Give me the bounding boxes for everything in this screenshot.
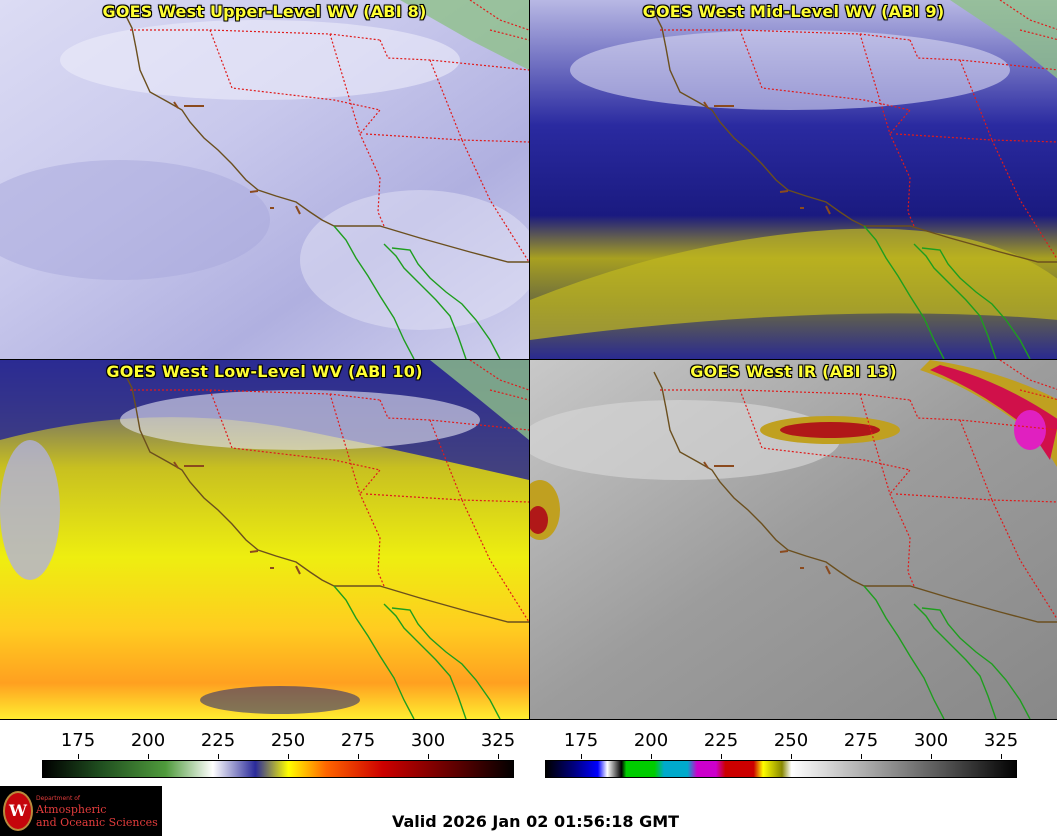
ir-tick-mark: [861, 754, 862, 759]
wv-tick-label: 300: [410, 730, 446, 751]
low-level-wv-image: [0, 360, 529, 719]
logo-department: Department of: [36, 795, 80, 802]
panel-title: GOES West Upper-Level WV (ABI 8): [102, 2, 427, 21]
ir-tick-mark: [1001, 754, 1002, 759]
logo-line2: and Oceanic Sciences: [36, 816, 158, 829]
ir-tick-label: 250: [773, 730, 809, 751]
panel-upper-level-wv: GOES West Upper-Level WV (ABI 8): [0, 0, 529, 359]
ir-tick-mark: [651, 754, 652, 759]
wv-tick-mark: [498, 754, 499, 759]
panel-divider-horizontal: [0, 359, 1057, 360]
panel-title: GOES West IR (ABI 13): [690, 362, 897, 381]
wv-tick-label: 225: [200, 730, 236, 751]
ir-tick-label: 275: [843, 730, 879, 751]
wv-tick-mark: [428, 754, 429, 759]
wv-tick-mark: [78, 754, 79, 759]
wv-tick-label: 275: [340, 730, 376, 751]
valid-time: Valid 2026 Jan 02 01:56:18 GMT: [392, 812, 680, 831]
wv-tick-label: 325: [480, 730, 516, 751]
uw-seal-icon: W: [3, 791, 33, 831]
panel-low-level-wv: GOES West Low-Level WV (ABI 10): [0, 360, 529, 719]
mid-level-wv-image: [530, 0, 1057, 359]
ir-tick-label: 175: [563, 730, 599, 751]
panel-mid-level-wv: GOES West Mid-Level WV (ABI 9): [530, 0, 1057, 359]
ir-tick-mark: [931, 754, 932, 759]
ir-tick-mark: [791, 754, 792, 759]
wv-tick-label: 200: [130, 730, 166, 751]
wv-tick-mark: [218, 754, 219, 759]
ir-tick-label: 225: [703, 730, 739, 751]
panel-title: GOES West Mid-Level WV (ABI 9): [642, 2, 945, 21]
panel-divider-bottom: [0, 719, 1057, 720]
wv-colorbar: 175 200 225 250 275 300 325: [0, 720, 529, 780]
aos-logo: W Department of Atmospheric and Oceanic …: [0, 786, 162, 836]
wv-tick-mark: [288, 754, 289, 759]
ir-tick-mark: [721, 754, 722, 759]
ir-tick-label: 325: [983, 730, 1019, 751]
wv-tick-label: 250: [270, 730, 306, 751]
panel-ir: GOES West IR (ABI 13): [530, 360, 1057, 719]
panel-title: GOES West Low-Level WV (ABI 10): [106, 362, 423, 381]
wv-colorbar-gradient: [42, 760, 514, 778]
upper-level-wv-image: [0, 0, 529, 359]
ir-colorbar: 175 200 225 250 275 300 325: [0, 720, 1057, 780]
logo-line1: Atmospheric: [36, 803, 107, 816]
wv-tick-label: 175: [60, 730, 96, 751]
ir-tick-label: 200: [633, 730, 669, 751]
ir-colorbar-gradient: [545, 760, 1017, 778]
ir-tick-mark: [581, 754, 582, 759]
wv-tick-mark: [148, 754, 149, 759]
wv-tick-mark: [358, 754, 359, 759]
ir-tick-label: 300: [913, 730, 949, 751]
ir-image: [530, 360, 1057, 719]
